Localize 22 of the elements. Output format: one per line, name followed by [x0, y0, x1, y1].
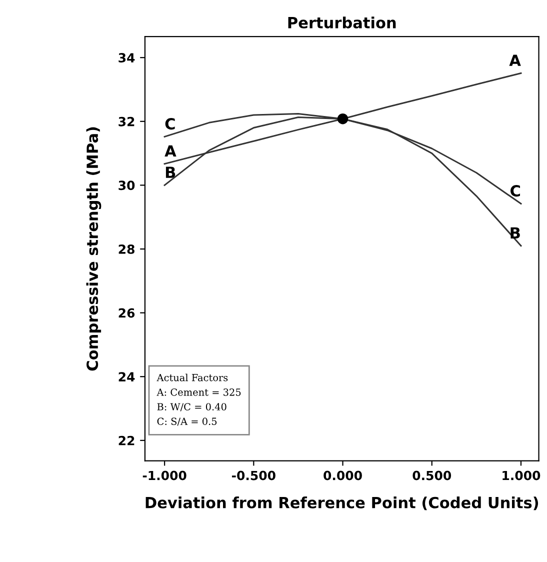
annotation: Actual Factors A: Cement = 325 B: W/C = 0.40 C: S/A = 0.5: [156, 374, 241, 426]
text: A: [509, 54, 521, 66]
y-tick-label: 30: [118, 180, 135, 190]
y-tick-label: 24: [118, 372, 135, 382]
y-axis-title: Compressive strength (MPa): [86, 127, 102, 371]
text: C: [165, 118, 175, 130]
series-label: C: [510, 185, 520, 197]
y-tick-label: 28: [118, 244, 134, 254]
series-label: A: [164, 145, 176, 156]
chart-title: Perturbation: [288, 16, 396, 28]
x-tick-label: -0.500: [232, 470, 276, 480]
x-tick-label: -1.000: [142, 470, 186, 480]
text: B: [510, 227, 520, 238]
y-tick-label: 34: [118, 53, 135, 63]
x-tick-label: 0.500: [412, 470, 452, 480]
y-tick-label: 26: [118, 308, 135, 318]
series-label: B: [166, 166, 176, 178]
y-tick-label: 22: [118, 436, 134, 446]
y-tick-label: 32: [118, 116, 134, 126]
x-tick-label: 0.000: [324, 470, 362, 480]
x-tick-label: 1.000: [502, 470, 540, 480]
x-axis-title: Deviation from Reference Point (Coded Units): [146, 496, 538, 510]
